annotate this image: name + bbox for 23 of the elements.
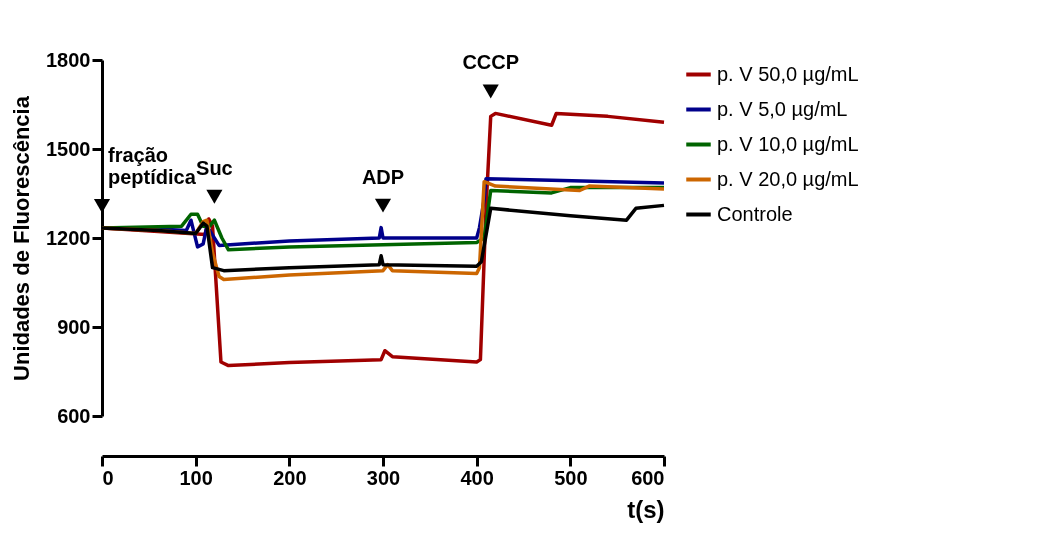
y-tick-label: 900 (57, 315, 91, 338)
x-tick-label: 600 (631, 466, 665, 489)
x-tick-label: 200 (273, 466, 307, 489)
legend-label: p. V 10,0 µg/mL (717, 132, 859, 155)
x-tick-label: 500 (554, 466, 588, 489)
legend-label: p. V 50,0 µg/mL (717, 62, 859, 85)
y-axis-title: Unidades de Fluorescência (9, 95, 35, 381)
x-tick-label: 0 (102, 466, 114, 489)
annotation: ADP (361, 165, 405, 188)
annotation: CCCP (462, 51, 520, 74)
x-tick-label: 100 (179, 466, 213, 489)
annotation: Suc (196, 156, 233, 179)
legend-label: Controle (717, 202, 793, 225)
y-tick-label: 1800 (46, 48, 91, 71)
y-tick-label: 1500 (46, 137, 91, 160)
legend-label: p. V 5,0 µg/mL (717, 97, 848, 120)
y-tick-label: 600 (57, 404, 91, 427)
annotation: fração peptídica (108, 143, 197, 188)
x-axis-title: t(s) (627, 495, 665, 523)
x-tick-label: 400 (460, 466, 494, 489)
y-tick-label: 1200 (46, 226, 91, 249)
legend-label: p. V 20,0 µg/mL (717, 167, 859, 190)
x-tick-label: 300 (366, 466, 401, 489)
